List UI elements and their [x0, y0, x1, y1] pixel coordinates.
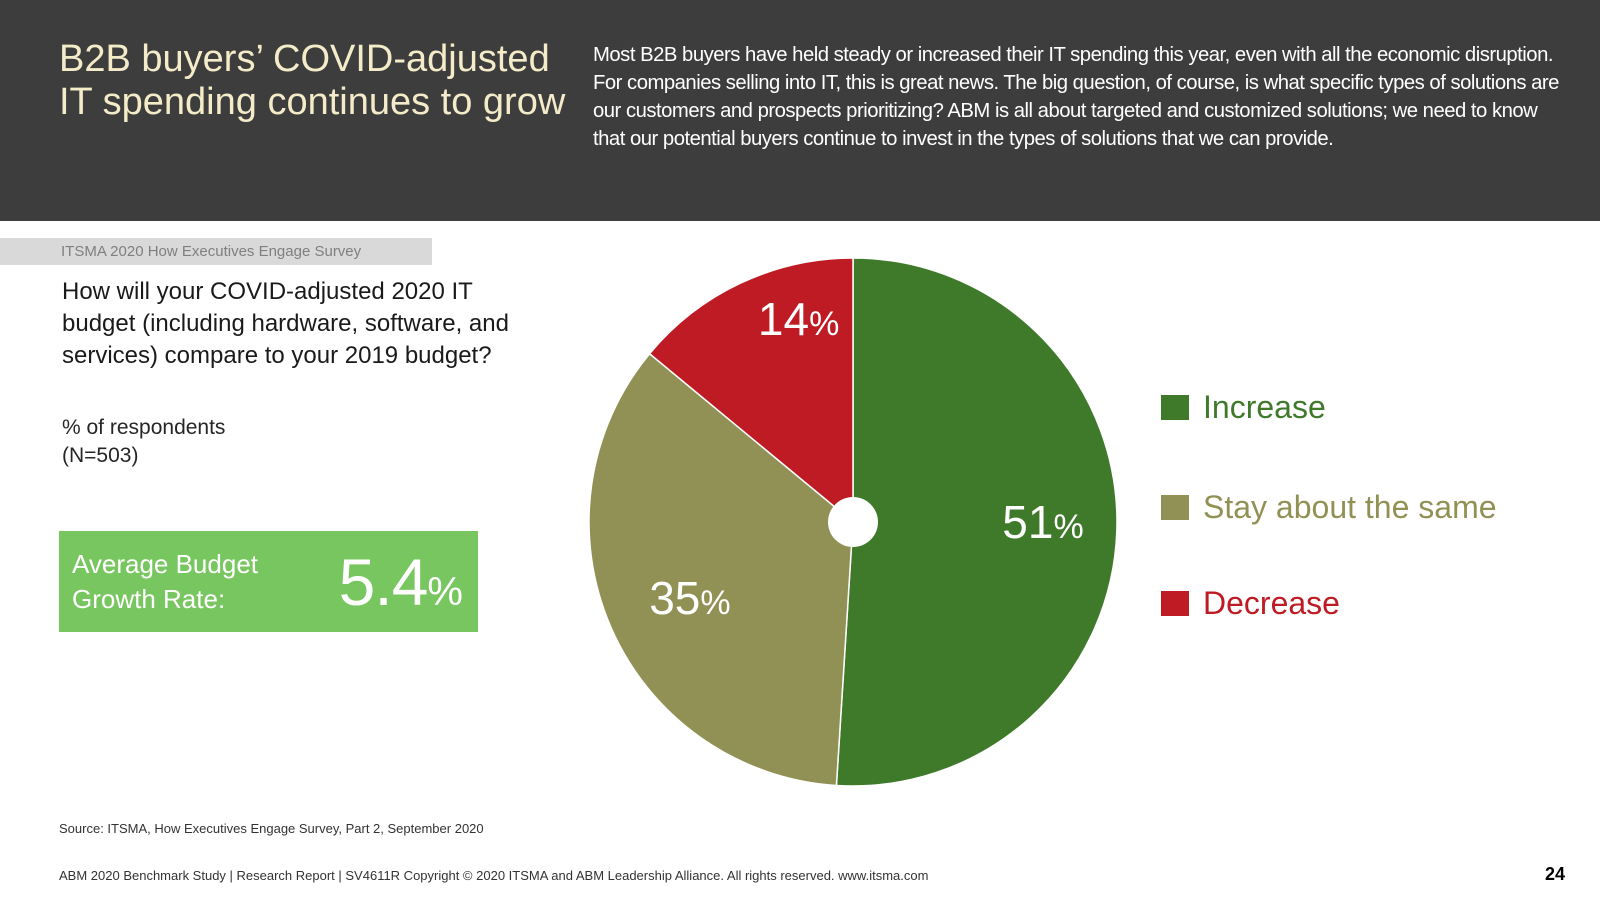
pie-slice-increase	[835, 257, 1118, 787]
average-budget-label: Average Budget Growth Rate:	[72, 549, 258, 614]
legend-label-same: Stay about the same	[1203, 489, 1497, 525]
pie-label-decrease: 14%	[758, 293, 839, 345]
legend-swatch-decrease	[1161, 591, 1189, 616]
average-budget-callout: Average Budget Growth Rate: 5.4%	[59, 531, 478, 632]
page-number: 24	[1544, 864, 1565, 884]
pie-label-increase: 51%	[1002, 496, 1083, 548]
header-bar: B2B buyers’ COVID-adjusted IT spending c…	[0, 0, 1600, 221]
page-title: B2B buyers’ COVID-adjusted IT spending c…	[59, 38, 566, 123]
footer-copyright: ABM 2020 Benchmark Study | Research Repo…	[59, 868, 929, 883]
pie-slice-decrease	[648, 257, 854, 524]
pie-labels: 51% 35% 14%	[649, 293, 1084, 624]
header-description: Most B2B buyers have held steady or incr…	[593, 44, 1559, 150]
legend-label-increase: Increase	[1203, 389, 1326, 425]
average-budget-unit: %	[427, 570, 463, 614]
legend-swatch-increase	[1161, 395, 1189, 420]
pie-slice-same	[588, 352, 854, 787]
respondents-label: % of respondents	[62, 416, 226, 439]
survey-question: How will your COVID-adjusted 2020 IT bud…	[62, 278, 509, 369]
pie-slices	[588, 257, 1118, 787]
pie-center-hole	[828, 497, 878, 547]
pie-label-same: 35%	[649, 572, 730, 624]
average-budget-number: 5.4	[338, 545, 429, 619]
respondents-count: (N=503)	[62, 444, 139, 467]
legend-label-decrease: Decrease	[1203, 585, 1340, 621]
legend-swatch-same	[1161, 495, 1189, 520]
source-note: Source: ITSMA, How Executives Engage Sur…	[59, 821, 484, 836]
average-budget-value: 5.4%	[339, 542, 463, 632]
survey-tag: ITSMA 2020 How Executives Engage Survey	[0, 238, 432, 265]
respondents-note: % of respondents (N=503)	[62, 414, 225, 470]
